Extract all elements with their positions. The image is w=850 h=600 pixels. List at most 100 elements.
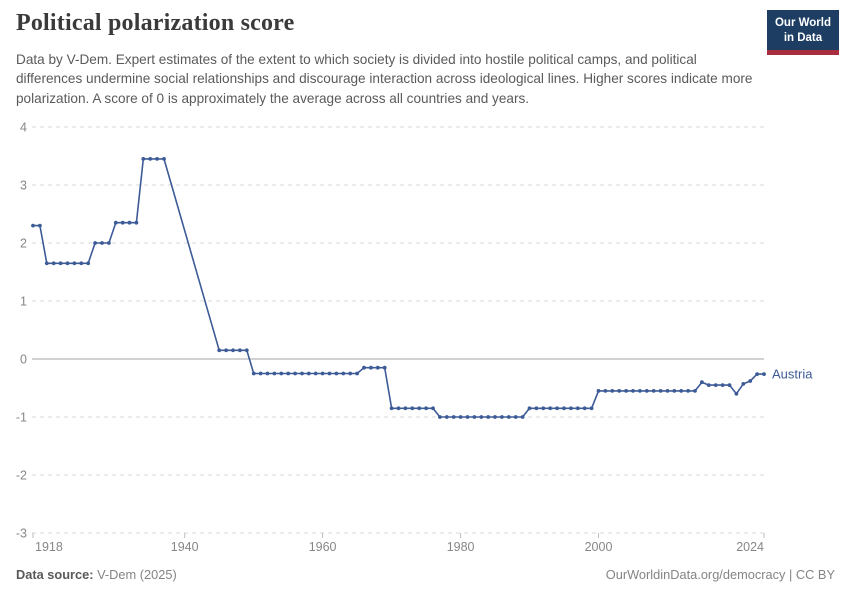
data-point[interactable] [79,261,84,266]
data-point[interactable] [596,389,601,393]
data-point[interactable] [651,389,656,393]
data-point[interactable] [320,371,325,376]
data-point[interactable] [582,406,587,411]
data-point[interactable] [417,406,422,411]
data-point[interactable] [369,365,373,370]
data-point[interactable] [603,389,608,393]
data-point[interactable] [300,371,304,376]
data-point[interactable] [327,371,332,376]
data-point[interactable] [65,261,70,266]
data-point[interactable] [107,241,111,245]
data-point[interactable] [617,389,622,393]
data-point[interactable] [438,415,442,419]
data-point[interactable] [38,223,42,228]
data-point[interactable] [638,389,642,393]
data-point[interactable] [306,371,311,376]
data-point[interactable] [251,371,256,376]
data-point[interactable] [479,415,484,419]
data-point[interactable] [362,365,366,370]
polarization-line-chart[interactable]: 4 3 2 1 0 -1 -2 -3 1918 1940 1960 1980 2000 2024 Aust… [0,112,850,562]
data-point[interactable] [534,406,539,411]
data-point[interactable] [748,379,753,383]
data-point[interactable] [465,415,470,419]
data-point[interactable] [293,371,297,376]
data-point[interactable] [665,389,670,393]
data-point[interactable] [472,415,477,419]
data-point[interactable] [31,223,35,228]
data-point[interactable] [410,406,415,411]
data-point[interactable] [162,157,166,161]
data-point[interactable] [624,389,628,393]
data-point[interactable] [86,261,91,266]
data-point[interactable] [93,241,97,245]
data-point[interactable] [403,406,408,411]
data-point[interactable] [527,406,532,411]
data-point[interactable] [513,415,518,419]
data-point[interactable] [679,389,684,393]
data-point[interactable] [396,406,401,411]
data-point[interactable] [341,371,346,376]
series-label-austria[interactable]: Austria [772,367,813,382]
data-point[interactable] [644,389,649,393]
data-point[interactable] [451,415,456,419]
data-point[interactable] [389,406,394,411]
data-point[interactable] [493,415,497,419]
data-point[interactable] [727,383,732,387]
data-point[interactable] [755,372,759,376]
data-point[interactable] [127,220,132,225]
data-point[interactable] [548,406,553,411]
data-point[interactable] [610,389,615,393]
data-point[interactable] [148,157,153,161]
data-point[interactable] [658,389,663,393]
data-point[interactable] [720,383,725,387]
data-point[interactable] [700,380,704,385]
data-point[interactable] [555,406,559,411]
data-point[interactable] [272,371,277,376]
data-point[interactable] [334,371,339,376]
data-point[interactable] [500,415,504,419]
data-point[interactable] [44,261,49,266]
data-point[interactable] [155,157,160,161]
data-point[interactable] [424,406,428,411]
data-point[interactable] [706,383,711,387]
data-point[interactable] [693,389,697,393]
data-point[interactable] [631,389,635,393]
data-point[interactable] [741,382,746,386]
data-point[interactable] [286,371,291,376]
data-point[interactable] [258,371,263,376]
data-point[interactable] [458,415,463,419]
data-point[interactable] [141,157,146,161]
data-point[interactable] [51,261,56,266]
data-point[interactable] [134,220,139,225]
data-point[interactable] [672,389,677,393]
data-point[interactable] [520,415,525,419]
data-point[interactable] [713,383,718,387]
data-point[interactable] [113,220,118,225]
data-point[interactable] [348,371,353,376]
data-point[interactable] [265,371,270,376]
data-point[interactable] [238,348,242,353]
data-point[interactable] [231,348,235,353]
data-point[interactable] [734,391,739,396]
data-point[interactable] [541,406,546,411]
data-point[interactable] [562,406,566,411]
data-point[interactable] [382,365,387,370]
data-point[interactable] [589,406,594,411]
data-point[interactable] [217,348,222,353]
data-point[interactable] [313,371,318,376]
austria-line[interactable] [33,158,764,418]
data-point[interactable] [486,415,491,419]
data-point[interactable] [762,372,766,376]
data-point[interactable] [506,415,511,419]
data-point[interactable] [120,220,125,225]
data-point[interactable] [100,241,104,245]
data-point[interactable] [279,371,284,376]
data-point[interactable] [355,371,359,376]
data-point[interactable] [575,406,580,411]
data-point[interactable] [375,365,380,370]
data-point[interactable] [431,406,435,411]
data-point[interactable] [72,261,77,266]
data-point[interactable] [244,348,249,353]
credit-link[interactable]: OurWorldinData.org/democracy | CC BY [605,567,835,582]
data-point[interactable] [224,348,229,353]
